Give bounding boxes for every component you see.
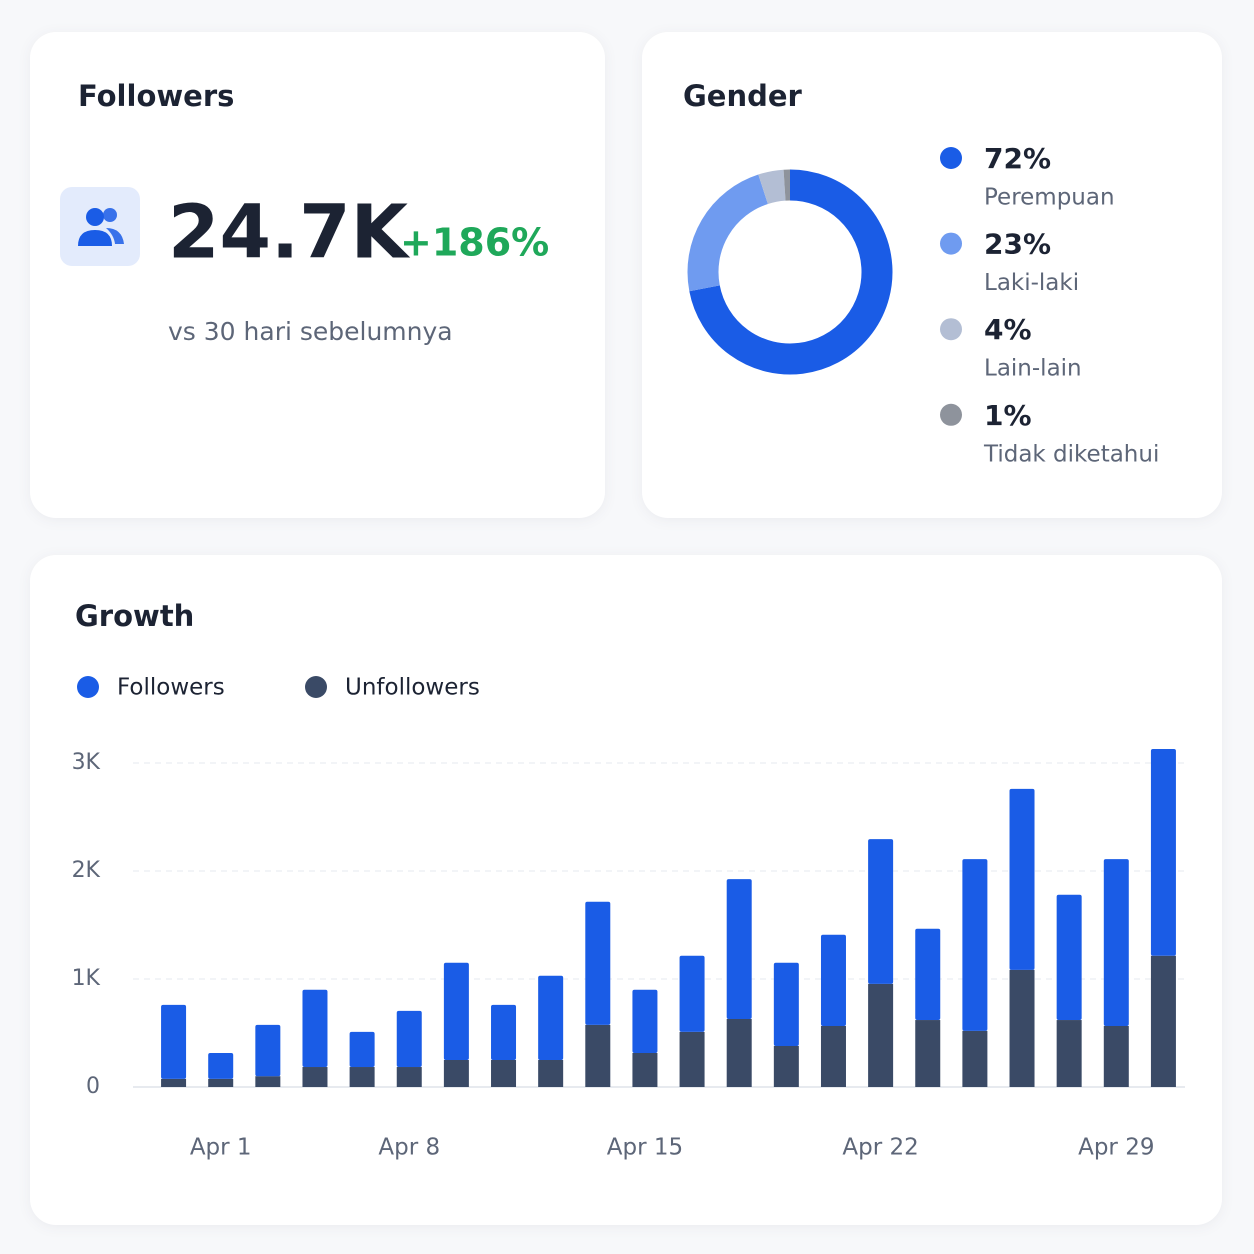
followers-card bbox=[30, 32, 605, 518]
bar-segment bbox=[443, 1060, 469, 1087]
x-tick-label: Apr 29 bbox=[1078, 1135, 1154, 1161]
bar-segment bbox=[396, 1010, 422, 1068]
x-tick-label: Apr 8 bbox=[378, 1135, 440, 1161]
legend-dot bbox=[77, 676, 99, 698]
legend-value: 4% bbox=[984, 313, 1032, 346]
bar-segment bbox=[538, 975, 564, 1060]
users-icon bbox=[78, 208, 124, 246]
bar-segment bbox=[915, 928, 941, 1021]
donut-segment bbox=[758, 169, 786, 205]
bar-segment bbox=[773, 1045, 799, 1087]
legend-label: Lain-lain bbox=[984, 356, 1082, 382]
y-tick-label: 0 bbox=[86, 1074, 100, 1099]
bar-segment bbox=[820, 934, 846, 1026]
legend-dot bbox=[940, 232, 962, 255]
bar-segment bbox=[1150, 955, 1176, 1087]
growth-card bbox=[30, 555, 1222, 1225]
bar-segment bbox=[679, 955, 705, 1032]
bar-segment bbox=[962, 859, 988, 1031]
bar-segment bbox=[962, 1030, 988, 1087]
legend-dot bbox=[940, 403, 962, 426]
legend-label: Unfollowers bbox=[345, 675, 480, 701]
x-tick-label: Apr 22 bbox=[842, 1135, 918, 1161]
bar-segment bbox=[632, 989, 658, 1053]
bar-segment bbox=[1103, 1025, 1129, 1087]
bar-segment bbox=[915, 1020, 941, 1087]
bar-segment bbox=[161, 1004, 187, 1079]
legend-dot bbox=[305, 676, 327, 698]
metric-subtitle: vs 30 hari sebelumnya bbox=[168, 317, 453, 346]
bar-segment bbox=[1056, 894, 1082, 1021]
bar-segment bbox=[868, 839, 894, 984]
bar-segment bbox=[773, 962, 799, 1046]
bar-segment bbox=[349, 1031, 375, 1068]
y-tick-label: 2K bbox=[72, 858, 101, 883]
bar-segment bbox=[302, 989, 328, 1068]
gender-card bbox=[642, 32, 1222, 518]
bar-segment bbox=[302, 1067, 328, 1087]
legend-label: Followers bbox=[117, 675, 225, 701]
bar-segment bbox=[161, 1078, 187, 1087]
bar-segment bbox=[1009, 788, 1035, 970]
legend-dot bbox=[940, 318, 962, 341]
y-tick-label: 3K bbox=[72, 750, 101, 775]
bar-segment bbox=[679, 1031, 705, 1087]
bar-segment bbox=[255, 1024, 281, 1077]
legend-value: 72% bbox=[984, 142, 1051, 175]
legend-label: Laki-laki bbox=[984, 270, 1079, 296]
donut-segment bbox=[689, 169, 893, 375]
card-title: Growth bbox=[75, 599, 194, 633]
icon-box bbox=[60, 187, 140, 266]
legend-label: Perempuan bbox=[984, 185, 1115, 211]
bar-segment bbox=[538, 1060, 564, 1087]
legend-dot bbox=[940, 147, 962, 169]
bar-segment bbox=[585, 1024, 611, 1087]
bar-segment bbox=[208, 1052, 234, 1079]
bar-segment bbox=[1103, 859, 1129, 1026]
metric-change: +186% bbox=[400, 221, 549, 265]
donut-segment bbox=[687, 174, 769, 292]
bar-segment bbox=[396, 1067, 422, 1087]
bar-segment bbox=[1009, 969, 1035, 1087]
bar-segment bbox=[349, 1067, 375, 1087]
bar-segment bbox=[255, 1076, 281, 1087]
bar-segment bbox=[491, 1060, 517, 1087]
y-tick-label: 1K bbox=[72, 966, 101, 991]
bar-segment bbox=[868, 983, 894, 1087]
x-tick-label: Apr 15 bbox=[607, 1135, 683, 1161]
bar-segment bbox=[208, 1078, 234, 1087]
bar-segment bbox=[491, 1004, 517, 1060]
bar-segment bbox=[443, 962, 469, 1060]
bar-segment bbox=[820, 1025, 846, 1087]
bar-segment bbox=[632, 1052, 658, 1087]
bar-segment bbox=[726, 1018, 752, 1087]
bar-segment bbox=[1056, 1020, 1082, 1087]
bar-segment bbox=[585, 901, 611, 1025]
card-title: Gender bbox=[683, 79, 803, 113]
legend-value: 23% bbox=[984, 228, 1051, 261]
legend-label: Tidak diketahui bbox=[983, 441, 1159, 467]
bar-segment bbox=[726, 879, 752, 1019]
card-title: Followers bbox=[78, 79, 234, 113]
bar-segment bbox=[1150, 748, 1176, 956]
metric-value: 24.7K bbox=[168, 190, 411, 276]
x-tick-label: Apr 1 bbox=[190, 1135, 252, 1161]
legend-value: 1% bbox=[984, 399, 1032, 432]
